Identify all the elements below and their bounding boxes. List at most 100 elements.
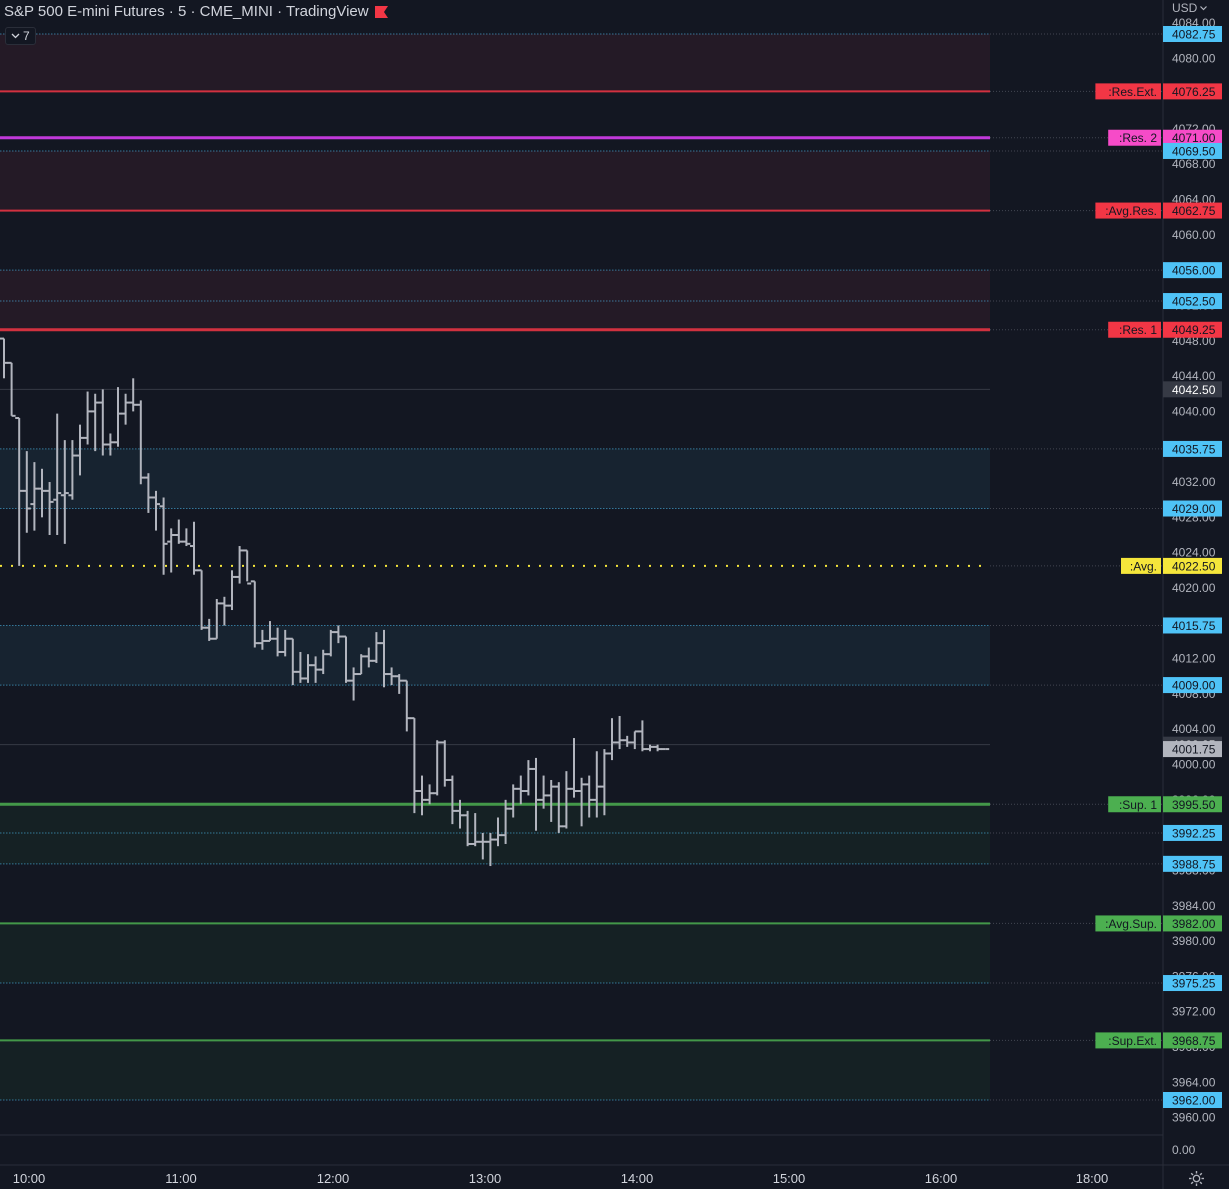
y-tick-label: 4044.00 [1172,369,1216,383]
svg-text:3982.00: 3982.00 [1172,917,1216,931]
price-tag: 4015.75 [1163,617,1222,634]
ohlc-bar [509,784,518,818]
ohlc-bar [22,451,31,533]
level-name-tag: :Res. 1 [1108,321,1161,338]
level-zone [0,804,990,864]
svg-text::Avg.Res.: :Avg.Res. [1105,204,1157,218]
ohlc-bar [288,637,297,686]
ohlc-bar [152,490,160,531]
time-axis[interactable]: 10:00 11:00 12:00 13:00 14:00 15:00 16:00 18:00 [13,1171,1109,1186]
ohlc-bar [463,810,472,847]
level-zone [0,923,990,984]
ohlc-bar [364,647,373,668]
ohlc-bar [562,771,571,829]
ohlc-bar [304,654,312,683]
svg-text:3988.75: 3988.75 [1172,857,1216,871]
price-tag: 4076.25 [1163,83,1222,100]
svg-text:4022.50: 4022.50 [1172,559,1216,573]
ohlc-bar [600,749,609,816]
y-tick-label: 4004.00 [1172,722,1216,736]
ohlc-bar [418,775,426,816]
y-tick-label: 4032.00 [1172,475,1216,489]
ohlc-bar [357,654,366,676]
ohlc-bar [281,629,290,657]
ohlc-bar [228,570,236,611]
svg-text:4009.00: 4009.00 [1172,679,1216,693]
x-tick-label: 12:00 [317,1171,350,1186]
ohlc-bar [486,832,495,867]
ohlc-bar [243,549,252,585]
price-tag: 4052.50 [1163,293,1222,310]
ohlc-bar [106,433,115,456]
ohlc-bar [577,777,586,827]
ohlc-bar [516,775,525,805]
x-tick-label: 11:00 [165,1171,197,1186]
price-tag: 4082.75 [1163,26,1222,42]
ohlc-bar [395,674,404,694]
currency-selector[interactable]: USD [1172,1,1208,15]
ohlc-bar [144,473,153,513]
price-tag: 3992.25 [1163,824,1222,841]
ohlc-bar [440,740,449,787]
ohlc-bar [547,779,556,822]
level-zone [0,448,990,509]
y-tick-label: 3960.00 [1172,1111,1216,1125]
ohlc-bar [478,832,487,860]
svg-text::Avg.: :Avg. [1130,559,1157,573]
ohlc-bar [91,393,100,452]
svg-text:4062.75: 4062.75 [1172,204,1216,218]
ohlc-bar [53,413,62,535]
gear-icon[interactable] [1188,1170,1205,1187]
ohlc-bar [212,599,221,640]
ohlc-bar [570,738,578,798]
chart-title: S&P 500 E-mini Futures · 5 · CME_MINI · … [4,3,369,20]
price-tag: 4062.75 [1163,202,1222,219]
price-tag: 4069.50 [1163,142,1222,159]
ohlc-bar [554,782,563,833]
ohlc-bar [630,730,639,750]
price-tag: 4056.00 [1163,262,1222,279]
level-name-tag: :Avg.Sup. [1095,915,1161,932]
ohlc-bar [250,580,259,648]
bottom-pane-tick: 0.00 [1172,1143,1196,1157]
indicators-toggle[interactable]: 7 [5,27,36,45]
svg-text:3992.25: 3992.25 [1172,826,1216,840]
level-name-tag: :Sup.Ext. [1095,1032,1161,1049]
ohlc-bar [76,424,84,476]
svg-text:3968.75: 3968.75 [1172,1034,1216,1048]
x-tick-label: 13:00 [469,1171,502,1186]
ohlc-bar [402,679,411,732]
svg-text:4071.00: 4071.00 [1172,131,1216,145]
ohlc-bar [121,393,130,425]
svg-text:4015.75: 4015.75 [1172,619,1216,633]
price-tag: 4049.25 [1163,321,1222,338]
ohlc-bar [372,632,381,664]
y-tick-label: 4040.00 [1172,404,1216,418]
ohlc-bar [258,629,267,650]
svg-text:3962.00: 3962.00 [1172,1094,1216,1108]
price-tag: 3962.00 [1163,1092,1222,1108]
ohlc-bar [311,656,320,683]
flag-icon[interactable] [374,5,388,18]
ohlc-bar [646,744,654,752]
price-tag: 3995.50 [1163,796,1222,813]
level-name-tag: :Sup. 1 [1108,796,1161,813]
x-tick-label: 14:00 [621,1171,654,1186]
ohlc-bar [197,569,206,630]
x-tick-label: 10:00 [13,1171,46,1186]
svg-text:4076.25: 4076.25 [1172,85,1216,99]
price-tag: 3988.75 [1163,855,1222,872]
level-zone [0,34,990,92]
svg-text:4029.00: 4029.00 [1172,502,1216,516]
svg-text::Res. 2: :Res. 2 [1119,131,1157,145]
level-zone [0,625,990,686]
level-lines [0,33,1163,1101]
y-tick-label: 4012.00 [1172,652,1216,666]
ohlc-bar [60,440,69,544]
y-tick-label: 4080.00 [1172,51,1216,65]
chevron-down-icon [1200,5,1208,10]
price-tag: 4029.00 [1163,500,1222,517]
ohlc-bar [585,775,594,818]
ohlc-bar [98,389,107,456]
